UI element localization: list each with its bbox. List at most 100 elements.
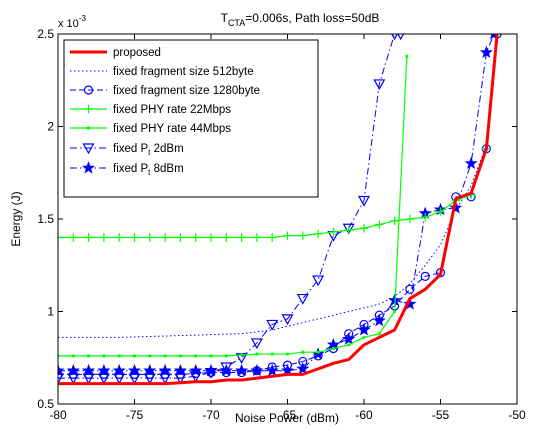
series-0 (58, 34, 499, 386)
series-3-marker (390, 216, 399, 226)
legend-label-phy44: fixed PHY rate 44Mbps (113, 123, 231, 135)
series-6-marker (219, 363, 233, 377)
series-1-line (58, 34, 498, 338)
series-6-marker (372, 313, 386, 327)
series-3-marker (375, 220, 384, 229)
y-tick-label: 0.5 (37, 397, 54, 411)
series-4-marker (270, 352, 274, 356)
legend-label-pt2: fixed Pt 2dBm (113, 143, 184, 157)
series-layer (58, 34, 502, 386)
series-6-marker (158, 363, 172, 377)
series-3-marker (252, 233, 262, 242)
series-5-marker (128, 373, 141, 385)
legend-marker-4 (86, 126, 91, 130)
y-exponent-label: x 10-3 (58, 14, 86, 30)
series-6-marker (357, 323, 371, 336)
series-5-marker (281, 314, 294, 326)
series-5-marker (296, 293, 309, 305)
series-3-marker (115, 233, 124, 242)
chart-title: TCTA=0.006s, Path loss=50dB (221, 11, 380, 28)
x-tick-label: -75 (126, 408, 144, 422)
series-4-marker (194, 354, 198, 358)
series-3-marker (84, 233, 93, 242)
series-5-marker (143, 373, 156, 385)
series-3-marker (222, 233, 231, 242)
series-4-marker (377, 332, 381, 336)
series-4-marker (240, 353, 244, 357)
series-4-marker (362, 335, 366, 339)
legend-label-frag1280: fixed fragment size 1280byte (113, 85, 260, 97)
legend-label-proposed: proposed (113, 47, 161, 59)
series-5-marker (373, 79, 386, 91)
series-6-marker (173, 363, 187, 377)
series-5-marker (97, 373, 110, 385)
series-6-marker (250, 363, 264, 377)
series-4-marker (347, 343, 351, 347)
series-4-marker (148, 354, 152, 358)
series-4-marker (255, 352, 259, 356)
series-3-marker (191, 233, 200, 242)
legend-samples (70, 50, 107, 174)
series-4-marker (178, 354, 182, 358)
series-6-marker (204, 363, 218, 377)
series-3-marker (344, 225, 353, 235)
series-3-marker (145, 233, 154, 242)
legend-marker-3 (84, 104, 93, 114)
series-5-marker (342, 223, 355, 235)
series-3-marker (69, 233, 78, 242)
x-axis-label: Noise Power (dBm) (235, 411, 339, 425)
legend-marker-2 (83, 85, 94, 95)
series-5-marker (174, 373, 187, 385)
series-6-marker (296, 361, 310, 375)
series-3-marker (313, 229, 323, 238)
series-2-marker (420, 271, 430, 281)
series-4-marker (405, 54, 409, 58)
series-6-marker (235, 363, 249, 377)
series-3-marker (130, 233, 139, 242)
legend-marker-6 (81, 161, 96, 174)
legend-label-pt8: fixed Pt 8dBm (113, 163, 184, 177)
series-1 (58, 34, 498, 338)
series-5-marker (266, 319, 279, 331)
series-6 (58, 34, 499, 377)
series-4-marker (209, 354, 213, 358)
y-axis-label: Energy (J) (9, 191, 23, 246)
y-tick-label: 1 (47, 305, 54, 319)
y-tick-label: 1.5 (37, 212, 54, 226)
series-4-line (58, 56, 408, 357)
series-6-marker (479, 45, 493, 59)
series-6-marker (97, 363, 111, 377)
series-5-marker (357, 195, 371, 207)
series-3-marker (99, 233, 109, 242)
series-3-marker (206, 233, 216, 242)
series-4-marker (102, 354, 106, 358)
series-5-marker (159, 373, 172, 385)
x-tick-label: -65 (279, 408, 297, 422)
y-tick-label: 2.5 (37, 27, 54, 41)
series-4-marker (163, 354, 167, 358)
series-6-marker (403, 297, 417, 310)
series-4-marker (117, 354, 121, 358)
series-6-marker (265, 363, 279, 377)
series-3-marker (298, 231, 307, 240)
series-6-marker (342, 332, 356, 345)
series-4-marker (285, 352, 290, 356)
series-5-marker (82, 373, 95, 385)
legend-box (63, 39, 319, 198)
series-4-marker (87, 354, 91, 358)
x-tick-label: -60 (355, 408, 373, 422)
series-5-marker (312, 275, 325, 287)
x-tick-label: -70 (202, 408, 220, 422)
series-4-marker (393, 309, 397, 314)
series-5-marker (250, 338, 263, 350)
legend-label-phy22: fixed PHY rate 22Mbps (113, 104, 231, 116)
series-3-marker (359, 224, 369, 233)
series-5-marker (220, 362, 233, 374)
series-6-marker (112, 363, 126, 377)
series-6-marker (189, 363, 203, 377)
series-3-marker (405, 214, 415, 224)
series-3-marker (58, 233, 63, 242)
series-4-marker (301, 350, 305, 354)
series-3-marker (421, 212, 430, 222)
legend-marker-5 (82, 143, 95, 155)
